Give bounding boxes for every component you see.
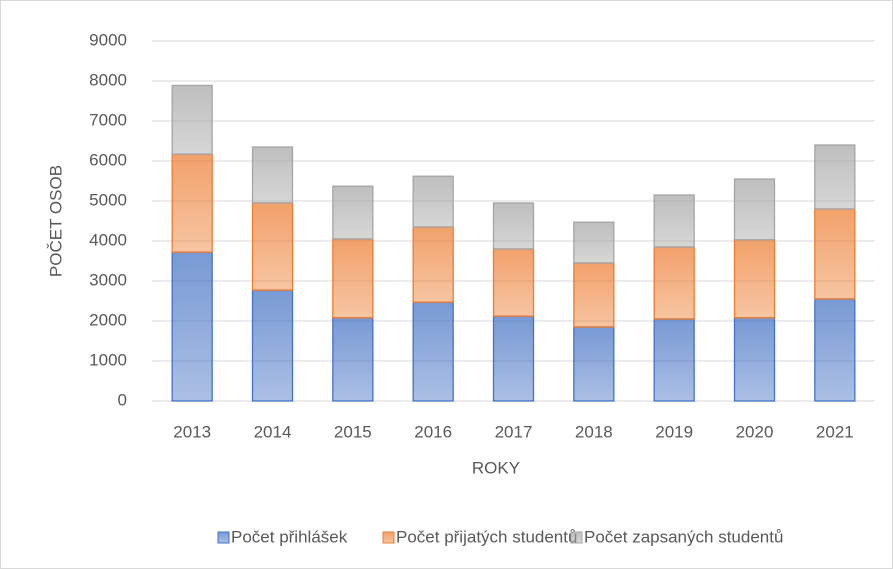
- bar-segment: [332, 238, 374, 319]
- x-tick-label: 2020: [736, 422, 774, 441]
- y-tick-label: 0: [118, 390, 127, 409]
- bar-segment: [573, 221, 615, 264]
- bar-segment: [492, 202, 535, 250]
- bar-segment: [251, 146, 294, 204]
- bar-segment: [653, 318, 695, 402]
- y-axis-title: POČET OSOB: [46, 165, 65, 277]
- bar-segment: [492, 248, 535, 317]
- bar-segment: [412, 175, 454, 228]
- y-tick-label: 4000: [89, 230, 127, 249]
- x-tick-label: 2013: [173, 422, 211, 441]
- bar-segment: [733, 178, 776, 241]
- x-tick-label: 2014: [254, 422, 292, 441]
- y-tick-label: 6000: [89, 150, 127, 169]
- bar-segment: [573, 326, 615, 402]
- bar-segment: [492, 315, 535, 402]
- bar-segment: [332, 185, 374, 240]
- bar-segment: [412, 226, 454, 303]
- bar-segment: [814, 208, 856, 300]
- x-tick-label: 2017: [495, 422, 533, 441]
- y-tick-label: 5000: [89, 190, 127, 209]
- x-tick-label: 2021: [816, 422, 854, 441]
- x-axis-title: ROKY: [472, 458, 520, 477]
- legend-label: Počet přijatých studentů: [396, 527, 577, 546]
- x-tick-label: 2019: [655, 422, 693, 441]
- y-tick-label: 7000: [89, 110, 127, 129]
- x-tick-label: 2018: [575, 422, 613, 441]
- bar-segment: [412, 301, 454, 402]
- x-tick-label: 2015: [334, 422, 372, 441]
- y-tick-label: 3000: [89, 270, 127, 289]
- legend-label: Počet zapsaných studentů: [584, 527, 783, 546]
- y-tick-label: 2000: [89, 310, 127, 329]
- bar-segment: [171, 251, 213, 402]
- bar-segment: [171, 153, 213, 253]
- bar-segment: [251, 202, 294, 291]
- legend-swatch: [382, 531, 395, 544]
- bar-segment: [814, 298, 856, 402]
- y-tick-label: 8000: [89, 70, 127, 89]
- legend-swatch: [217, 531, 230, 544]
- legend-label: Počet přihlášek: [231, 527, 348, 546]
- bar-segment: [171, 84, 213, 155]
- legend-swatch: [570, 531, 583, 544]
- bar-segment: [251, 289, 294, 402]
- bar-segment: [653, 194, 695, 248]
- y-tick-label: 9000: [89, 30, 127, 49]
- bar-segment: [733, 239, 776, 319]
- bar-segment: [814, 144, 856, 210]
- bar-segment: [332, 317, 374, 402]
- bar-segment: [653, 246, 695, 320]
- y-tick-label: 1000: [89, 350, 127, 369]
- bar-segment: [573, 262, 615, 328]
- bar-segment: [733, 317, 776, 402]
- x-tick-label: 2016: [414, 422, 452, 441]
